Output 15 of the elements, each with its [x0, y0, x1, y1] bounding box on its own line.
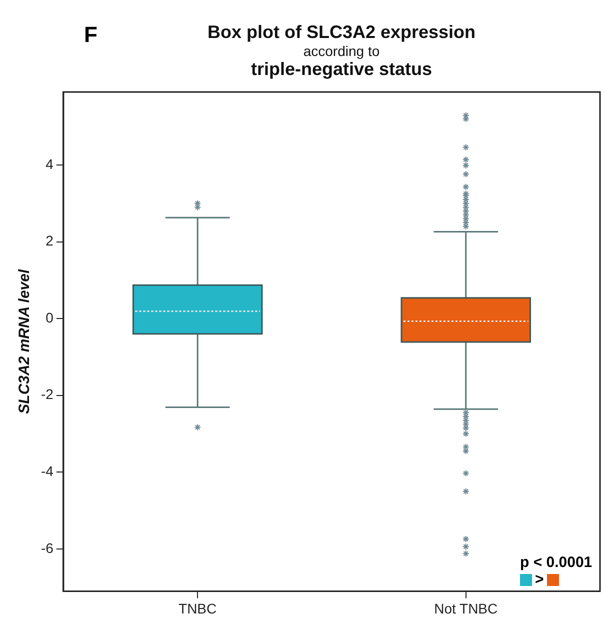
text: triple-negative status [250, 59, 434, 80]
chart-title: Box plot of SLC3A2 expression [207, 22, 476, 42]
y-tick-label: 4 [46, 156, 54, 172]
text: F [84, 22, 98, 48]
annotation: > [535, 571, 544, 588]
x-tick-label: TNBC [178, 600, 217, 616]
chart-subtitle: according to [303, 43, 380, 59]
y-tick-label: 2 [46, 232, 54, 249]
y-tick-label: 0 [46, 309, 54, 326]
x-tick-label: Not TNBC [434, 600, 498, 616]
annotation: p < 0.0001 [520, 554, 592, 571]
y-tick-label: -2 [40, 386, 54, 402]
y-tick-label: -4 [40, 463, 54, 480]
y-axis-title: SLC3A2 mRNA level [16, 268, 34, 414]
y-tick-label: -6 [40, 540, 54, 556]
